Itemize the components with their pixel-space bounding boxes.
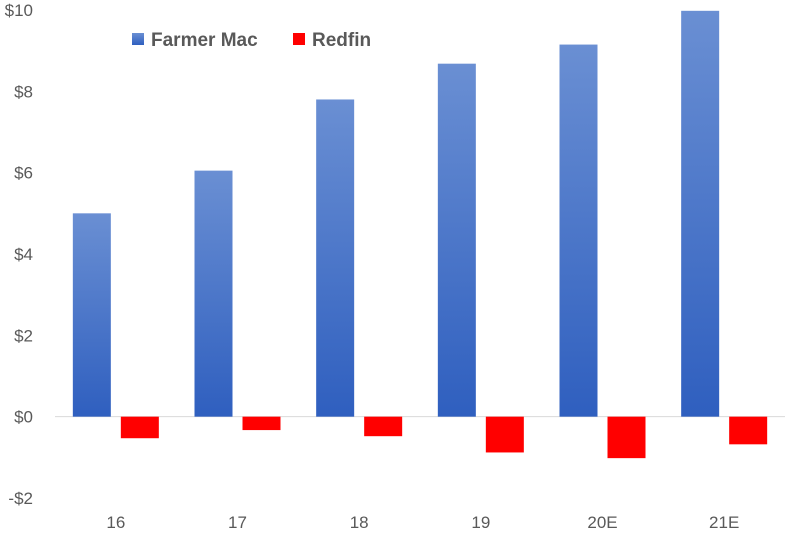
- bar-farmer-mac-19: [437, 63, 476, 417]
- y-tick-label: -$2: [8, 489, 33, 508]
- x-tick-label: 20E: [587, 513, 617, 532]
- x-tick-label: 18: [350, 513, 369, 532]
- y-tick-label: $10: [5, 1, 33, 20]
- legend: Farmer Mac Redfin: [132, 30, 371, 51]
- bar-farmer-mac-21e: [681, 10, 720, 417]
- legend-swatch-redfin: [293, 33, 305, 45]
- x-tick-label: 21E: [709, 513, 739, 532]
- y-tick-label: $8: [14, 82, 33, 101]
- legend-swatch-farmer-mac: [132, 33, 144, 45]
- y-tick-label: $0: [14, 408, 33, 427]
- bar-redfin-21e: [729, 416, 768, 445]
- x-tick-label: 19: [471, 513, 490, 532]
- x-tick-label: 16: [106, 513, 125, 532]
- bar-redfin-17: [242, 416, 281, 431]
- bar-redfin-18: [364, 416, 403, 437]
- y-tick-label: $6: [14, 164, 33, 183]
- legend-label-redfin: Redfin: [312, 30, 371, 51]
- bar-farmer-mac-20e: [559, 44, 598, 417]
- y-axis: -$2 $0 $2 $4 $6 $8 $10: [5, 1, 33, 508]
- bar-redfin-16: [120, 416, 159, 439]
- bar-farmer-mac-18: [316, 99, 355, 417]
- x-axis: 16 17 18 19 20E 21E: [106, 513, 739, 532]
- y-tick-label: $4: [14, 245, 33, 264]
- x-tick-label: 17: [228, 513, 247, 532]
- y-tick-label: $2: [14, 326, 33, 345]
- bar-redfin-20e: [607, 416, 646, 459]
- legend-label-farmer-mac: Farmer Mac: [151, 30, 258, 51]
- bar-farmer-mac-17: [194, 170, 233, 417]
- bar-farmer-mac-16: [72, 213, 111, 417]
- bars: [72, 10, 768, 459]
- bar-redfin-19: [485, 416, 524, 453]
